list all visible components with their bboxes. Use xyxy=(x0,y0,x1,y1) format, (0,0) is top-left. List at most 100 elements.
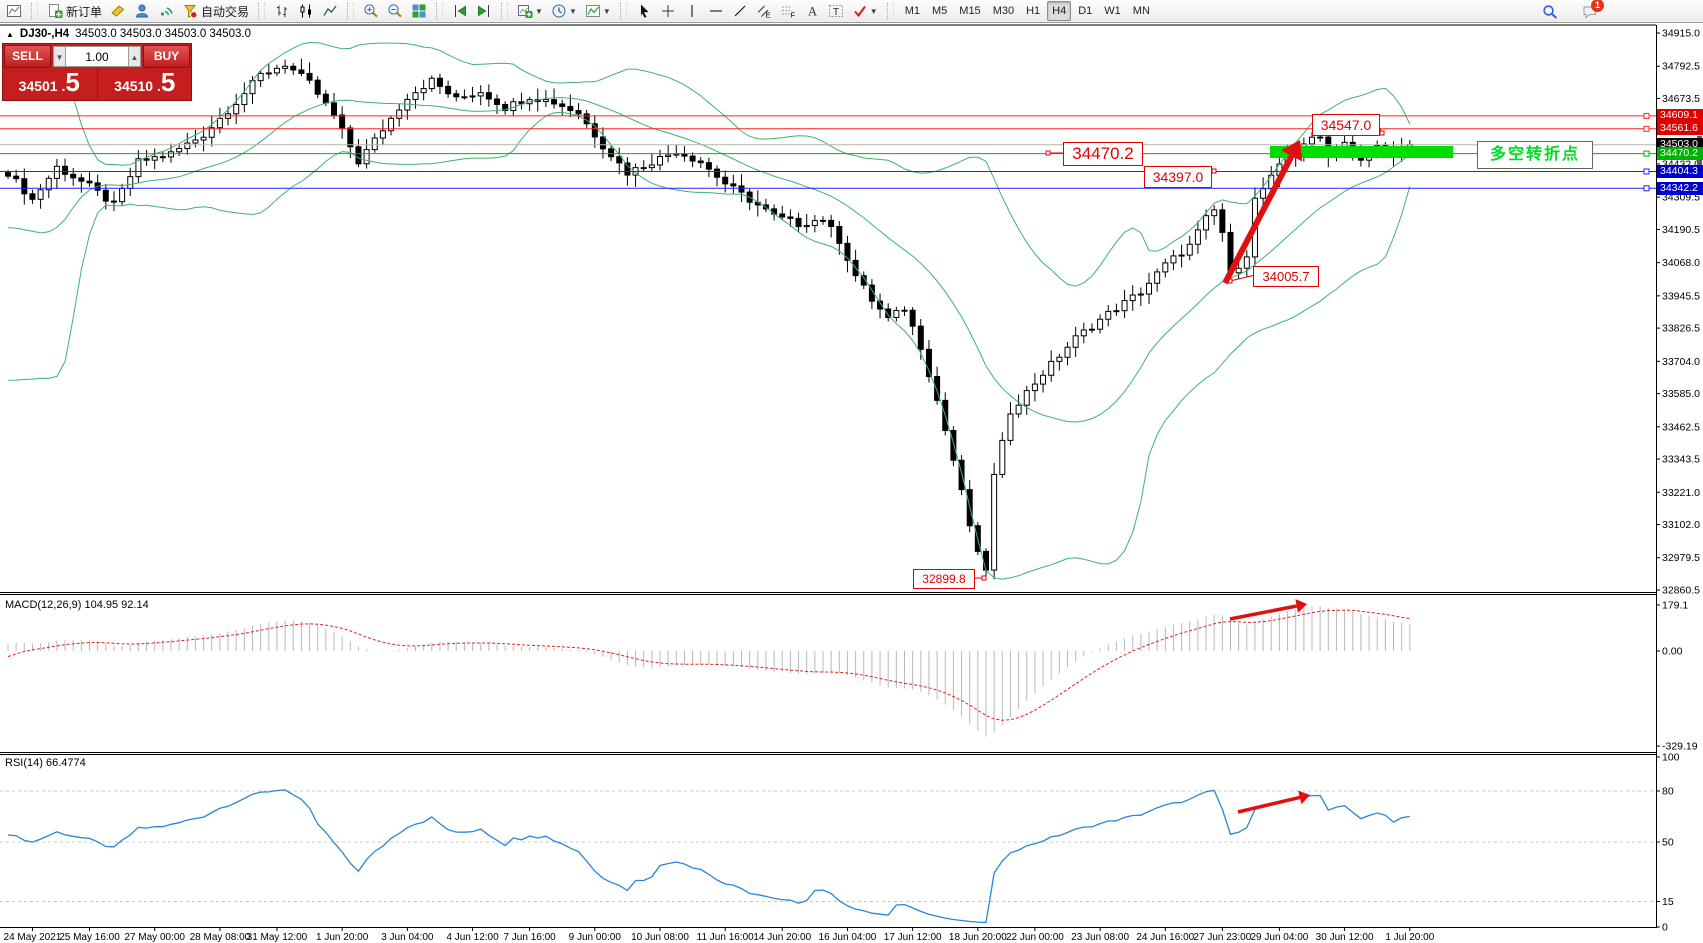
profile-button[interactable] xyxy=(130,0,154,23)
crosshair-button[interactable] xyxy=(656,0,680,23)
signal-button[interactable] xyxy=(154,0,178,23)
collapse-triangle-icon[interactable]: ▲ xyxy=(6,29,14,39)
autotrade-button[interactable]: 自动交易 xyxy=(178,0,253,23)
bar-chart-button[interactable] xyxy=(270,0,294,23)
vertical-line-icon xyxy=(691,5,693,17)
zoom-in-button[interactable] xyxy=(359,0,383,23)
new-order-icon xyxy=(49,4,63,18)
timeframe-w1-button[interactable]: W1 xyxy=(1104,5,1121,17)
horizontal-line-button[interactable] xyxy=(704,0,728,23)
trend-arrow[interactable] xyxy=(1222,140,1303,285)
toolbar-grip[interactable] xyxy=(619,3,627,19)
search-button[interactable] xyxy=(1538,0,1562,24)
sell-button[interactable]: SELL xyxy=(4,45,51,68)
toolbar-grip[interactable] xyxy=(501,3,509,19)
buy-price: 34510 .5 xyxy=(114,67,176,97)
buy-button[interactable]: BUY xyxy=(143,45,190,68)
timeframe-d1-button[interactable]: D1 xyxy=(1078,5,1093,17)
toolbar-grip[interactable] xyxy=(436,3,444,19)
bar-chart-icon xyxy=(277,5,288,17)
tile-windows-button[interactable] xyxy=(407,0,431,23)
new-chart-button[interactable]: ▼ xyxy=(513,0,547,23)
dropdown-arrow-icon[interactable]: ▼ xyxy=(602,6,611,16)
price-badge: 34470.2 xyxy=(1657,147,1703,161)
volume-input[interactable] xyxy=(66,46,128,67)
text-label-button[interactable]: T xyxy=(824,0,848,23)
svg-text:33945.5: 33945.5 xyxy=(1662,290,1700,302)
arrange-horizontal-icon xyxy=(455,5,467,17)
toolbar-grip[interactable] xyxy=(886,3,894,19)
svg-text:1 Jun 20:00: 1 Jun 20:00 xyxy=(316,932,369,943)
arrange-vertical-icon xyxy=(478,5,490,17)
svg-text:1 Jul 20:00: 1 Jul 20:00 xyxy=(1385,932,1434,943)
timeframe-h1-button[interactable]: H1 xyxy=(1026,5,1041,17)
svg-text:100: 100 xyxy=(1662,752,1680,764)
search-icon xyxy=(1543,4,1558,19)
timeframe-h4-button[interactable]: H4 xyxy=(1047,1,1072,21)
bollinger-lower-band xyxy=(7,111,1411,580)
trend-arrow[interactable] xyxy=(1229,599,1307,621)
dropdown-arrow-icon[interactable]: ▼ xyxy=(535,6,543,16)
toolbar-grip[interactable] xyxy=(31,3,38,19)
timeframe-m5-button[interactable]: M5 xyxy=(932,5,948,17)
svg-text:E: E xyxy=(765,11,770,20)
arrows-button[interactable]: ▼ xyxy=(848,0,882,23)
dropdown-arrow-icon[interactable]: ▼ xyxy=(869,6,878,16)
svg-text:32979.5: 32979.5 xyxy=(1662,552,1700,564)
price-annotation[interactable]: 34005.7 xyxy=(1253,266,1319,287)
toolbar-grip[interactable] xyxy=(347,3,355,19)
cursor-button[interactable] xyxy=(632,0,656,23)
fibonacci-button[interactable]: F xyxy=(776,0,800,23)
notifications-button[interactable]: 1 xyxy=(1578,0,1604,24)
arrange-horizontal-button[interactable] xyxy=(448,0,472,23)
indicators-icon xyxy=(585,5,600,17)
timeframe-m15-button[interactable]: M15 xyxy=(959,5,981,17)
price-annotation[interactable]: 34397.0 xyxy=(1144,166,1212,188)
tile-windows-icon xyxy=(412,4,426,18)
support-highlight-bar[interactable] xyxy=(1270,146,1453,158)
price-annotation[interactable]: 34470.2 xyxy=(1063,142,1143,166)
candle-chart-button[interactable] xyxy=(294,0,318,23)
broom-icon xyxy=(111,5,125,17)
indicators-button[interactable]: ▼ xyxy=(581,0,615,23)
volume-increase-button[interactable]: ▲ xyxy=(128,46,141,67)
price-annotation[interactable]: 32899.8 xyxy=(913,569,975,589)
line-chart-button[interactable] xyxy=(318,0,342,23)
new-order-button[interactable]: 新订单 xyxy=(43,0,106,23)
line-handle xyxy=(1643,150,1650,157)
trendline-button[interactable] xyxy=(728,0,752,23)
timeframe-m1-button[interactable]: M1 xyxy=(904,5,920,17)
symbol-period-label: DJ30-,H4 xyxy=(19,28,70,40)
macd-label: MACD(12,26,9) 104.95 92.14 xyxy=(5,599,149,611)
svg-text:33704.0: 33704.0 xyxy=(1662,356,1700,368)
fibonacci-icon: F xyxy=(781,6,795,19)
arrange-vertical-button[interactable] xyxy=(472,0,496,23)
volume-decrease-button[interactable]: ▼ xyxy=(53,46,66,67)
sell-price: 34501 .5 xyxy=(2,68,98,99)
price-annotation[interactable]: 34547.0 xyxy=(1312,114,1380,136)
candle-chart-icon xyxy=(300,4,312,18)
trendline-icon xyxy=(734,5,746,17)
price-axis[interactable]: 34915.034792.534673.534551.034432.034309… xyxy=(1656,28,1700,934)
toolbar-grip[interactable] xyxy=(258,3,266,19)
chart-canvas[interactable]: 34915.034792.534673.534551.034432.034309… xyxy=(0,23,1703,943)
broom-button[interactable] xyxy=(106,0,130,23)
equidistant-channel-button[interactable]: E xyxy=(752,0,776,23)
period-button[interactable]: ▼ xyxy=(547,0,581,23)
line-handle xyxy=(1643,185,1650,192)
timeframe-m30-button[interactable]: M30 xyxy=(992,5,1015,17)
svg-text:10 Jun 08:00: 10 Jun 08:00 xyxy=(631,932,689,943)
svg-text:30 Jun 12:00: 30 Jun 12:00 xyxy=(1316,932,1374,943)
timeframe-mn-button[interactable]: MN xyxy=(1132,5,1150,17)
dropdown-arrow-icon[interactable]: ▼ xyxy=(568,6,577,16)
svg-text:A: A xyxy=(808,5,817,19)
chart-window-button[interactable] xyxy=(2,0,26,23)
text-button[interactable]: A xyxy=(800,0,824,23)
svg-text:16 Jun 04:00: 16 Jun 04:00 xyxy=(819,932,877,943)
vertical-line-button[interactable] xyxy=(680,0,704,23)
trend-arrow[interactable] xyxy=(1237,790,1310,814)
zoom-out-button[interactable] xyxy=(383,0,407,23)
svg-text:3 Jun 04:00: 3 Jun 04:00 xyxy=(381,932,434,943)
trend-note-text[interactable]: 多空转折点 xyxy=(1477,141,1593,169)
